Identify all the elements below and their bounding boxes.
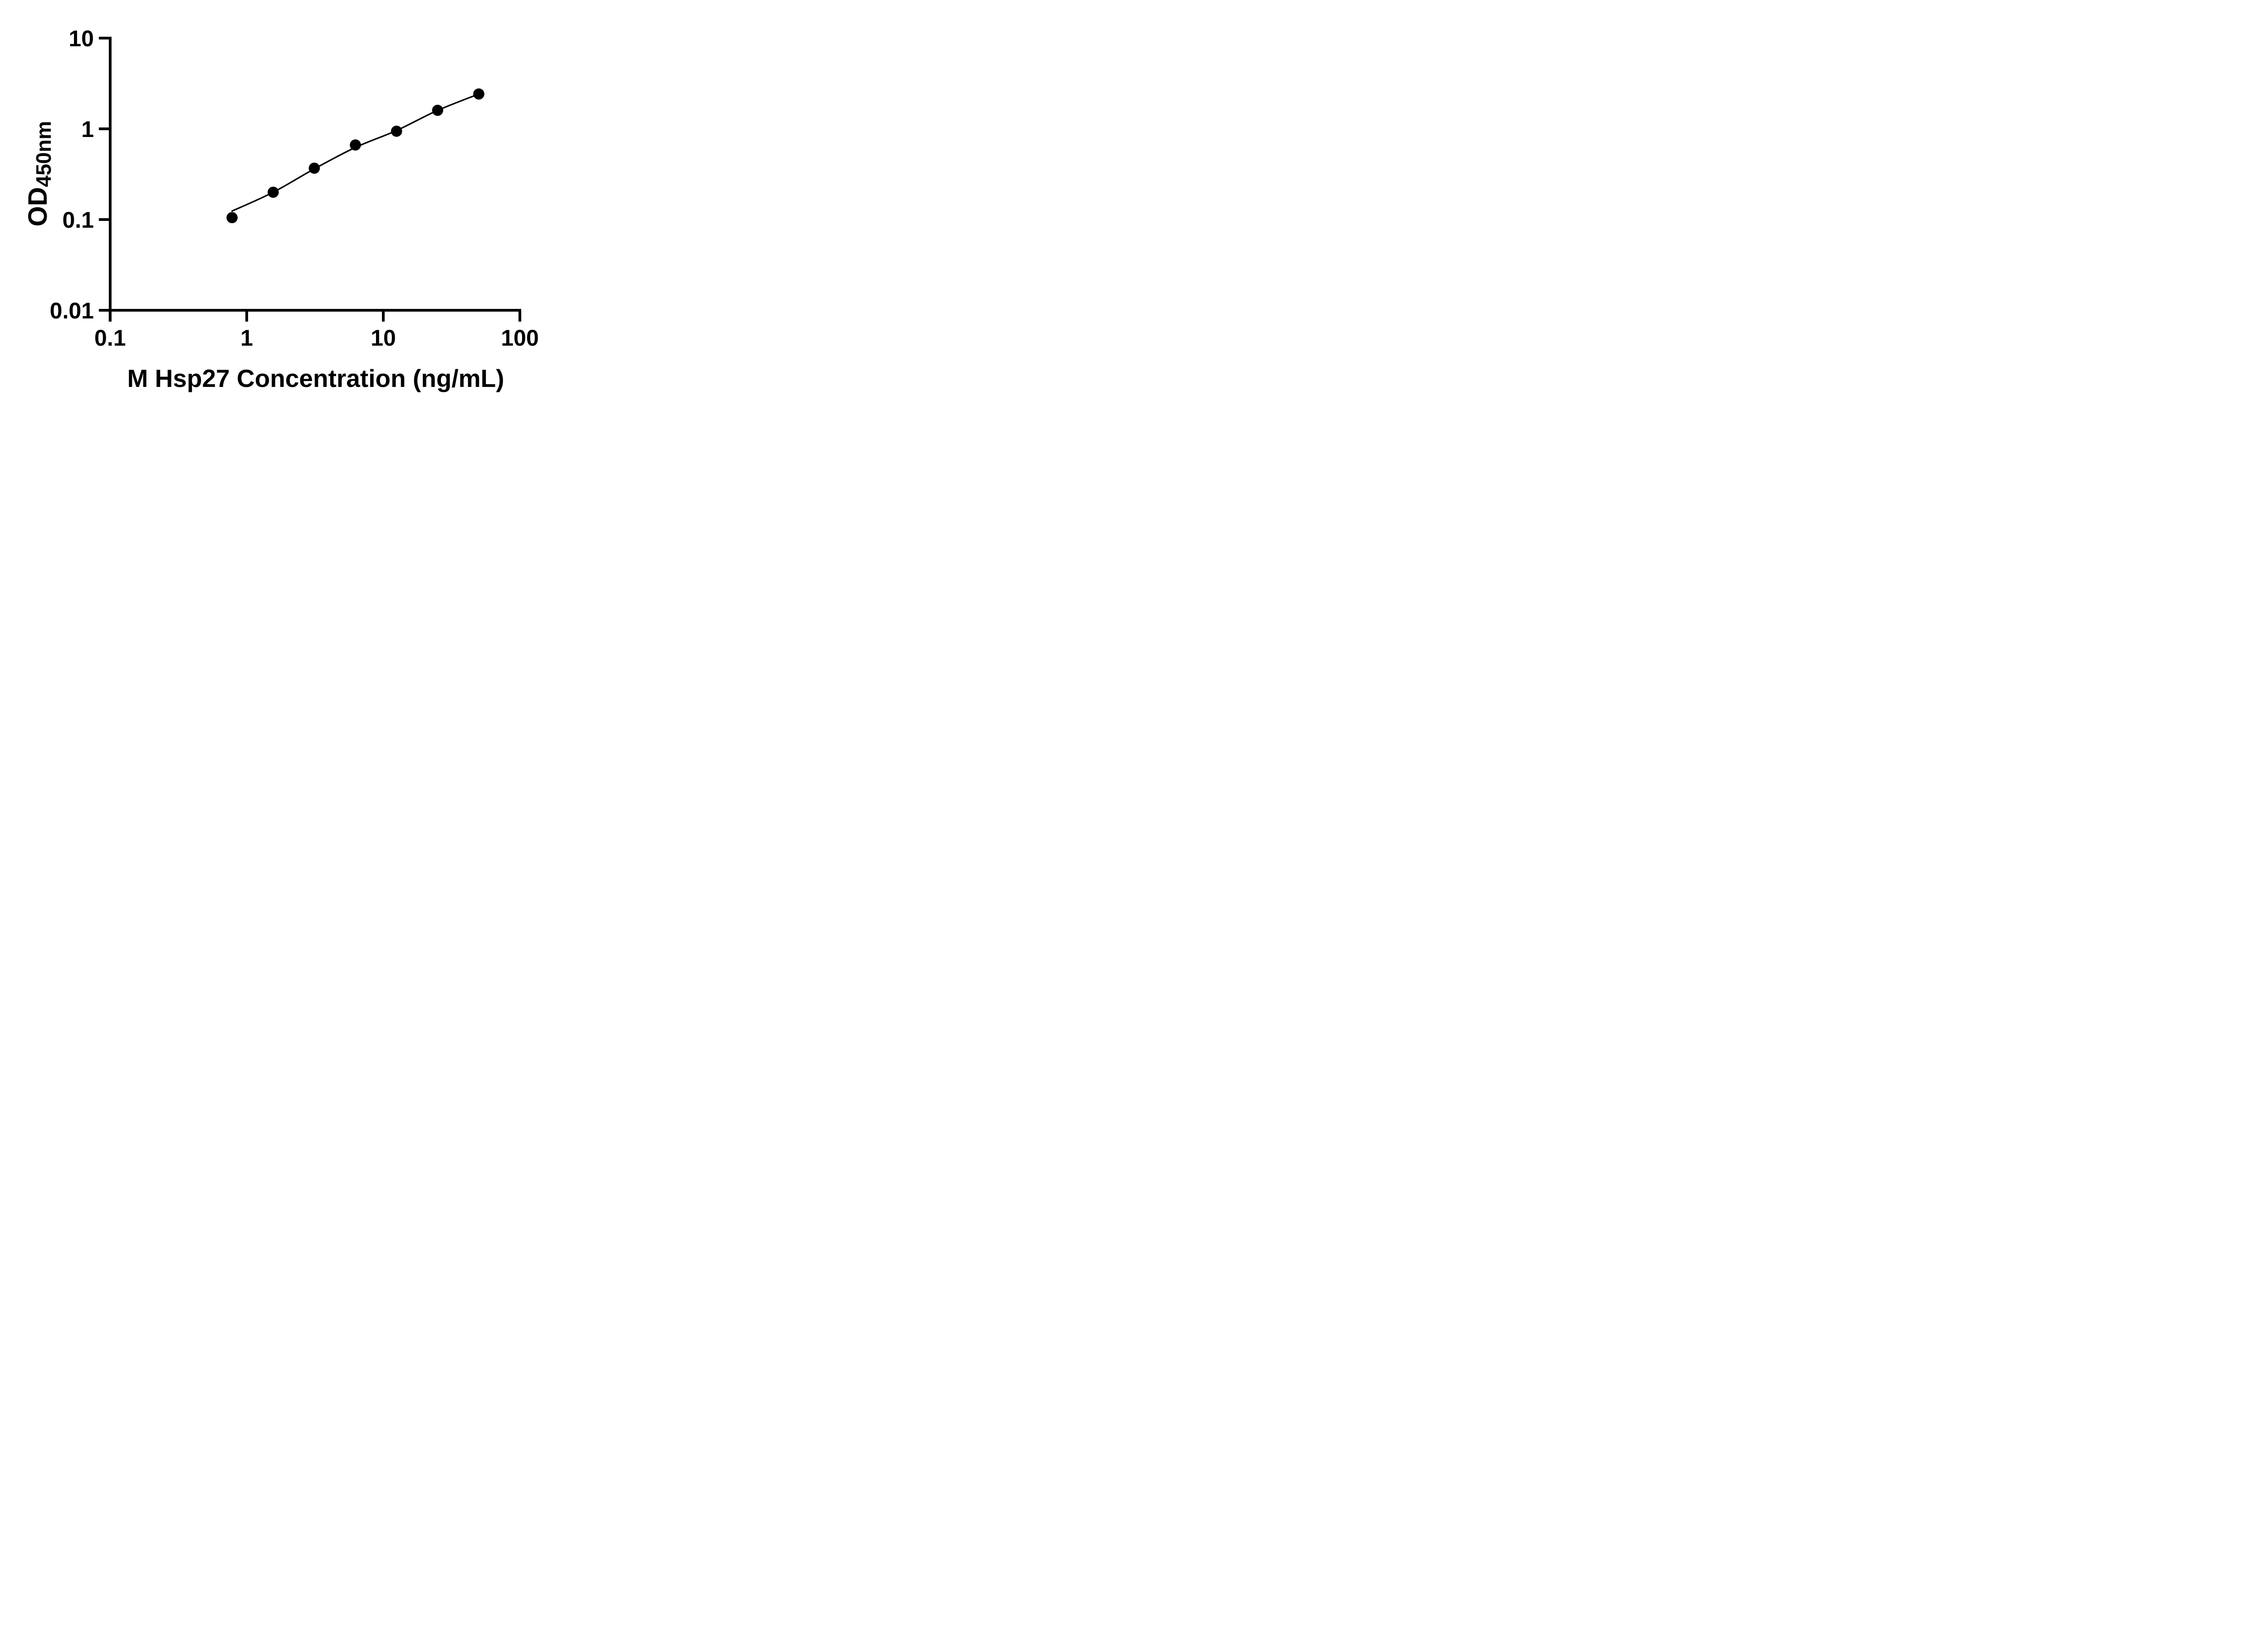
y-tick-label: 10: [68, 26, 94, 51]
y-tick: [98, 37, 109, 39]
data-point: [226, 212, 238, 224]
x-axis-line: [108, 309, 521, 312]
x-axis-tick-labels: 0.1 1 10 100: [94, 325, 539, 351]
x-tick-label: 1: [240, 325, 253, 351]
y-tick: [98, 309, 109, 312]
x-axis-ticks: [108, 312, 522, 322]
data-point: [308, 162, 320, 174]
x-tick: [108, 312, 112, 322]
data-point: [268, 186, 279, 198]
x-tick-label: 10: [371, 325, 396, 351]
data-point: [473, 88, 484, 100]
y-axis-title: OD450nm: [23, 121, 55, 227]
y-tick-label: 1: [81, 117, 94, 142]
x-tick: [245, 312, 248, 322]
y-tick-label: 0.01: [50, 298, 94, 323]
x-tick-label: 0.1: [94, 325, 126, 351]
y-axis-title-main: OD: [23, 187, 53, 226]
y-axis-ticks: [98, 37, 109, 312]
y-axis-tick-labels: 10 1 0.1 0.01: [50, 26, 94, 323]
data-point: [391, 126, 402, 137]
data-point-markers: [226, 88, 484, 224]
y-axis-line: [108, 37, 112, 322]
data-point: [432, 104, 444, 116]
data-point: [350, 139, 361, 151]
x-axis-title: M Hsp27 Concentration (ng/mL): [127, 364, 504, 392]
y-axis-title-subscript: 450nm: [32, 121, 55, 187]
y-tick: [98, 218, 109, 221]
axes: [108, 37, 521, 322]
elisa-standard-curve-figure: 10 1 0.1 0.01 0.1 1 10 100 M Hsp27 Concentrati…: [0, 0, 582, 408]
y-tick-label: 0.1: [62, 207, 94, 233]
x-tick: [382, 312, 385, 322]
y-tick: [98, 127, 109, 130]
x-tick: [518, 312, 522, 322]
x-tick-label: 100: [501, 325, 538, 351]
